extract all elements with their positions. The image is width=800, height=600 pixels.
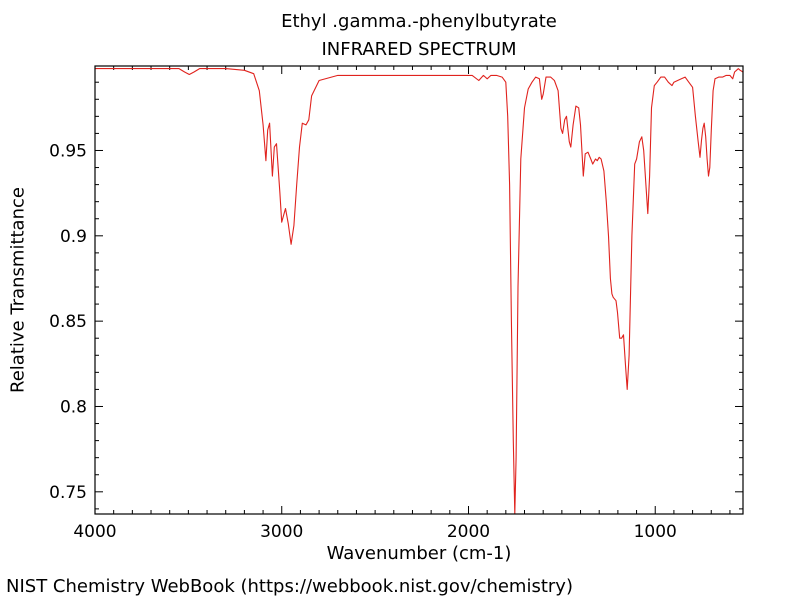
y-tick-label: 0.85	[49, 312, 87, 332]
x-tick-label: 3000	[260, 522, 303, 542]
y-tick-label: 0.9	[60, 227, 87, 247]
x-tick-label: 2000	[447, 522, 490, 542]
tick-labels: 4000 3000 2000 1000 0.95 0.9 0.85 0.8 0.75	[49, 141, 677, 542]
y-tick-label: 0.8	[60, 397, 87, 417]
chart-title: Ethyl .gamma.-phenylbutyrate	[281, 11, 557, 32]
source-footer: NIST Chemistry WebBook (https://webbook.…	[6, 576, 573, 597]
plot-frame	[94, 65, 744, 515]
tick-marks	[94, 66, 743, 514]
y-tick-label: 0.75	[49, 483, 87, 503]
x-tick-label: 1000	[634, 522, 677, 542]
x-tick-label: 4000	[73, 522, 116, 542]
x-axis-label: Wavenumber (cm-1)	[326, 543, 512, 564]
y-tick-label: 0.95	[49, 141, 87, 161]
spectrum-line	[95, 68, 744, 515]
chart-subtitle: INFRARED SPECTRUM	[321, 39, 517, 60]
